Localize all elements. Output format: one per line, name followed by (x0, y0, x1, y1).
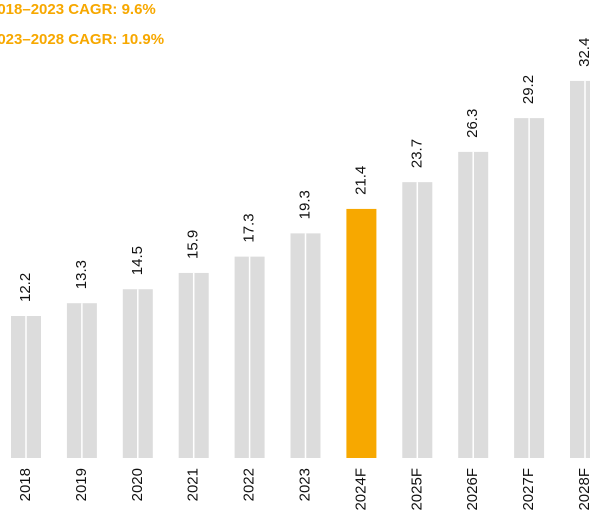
x-tick-label: 2023 (296, 468, 313, 501)
value-label: 12.2 (17, 273, 34, 302)
bar (346, 208, 377, 458)
value-label: 21.4 (352, 166, 369, 195)
bar (570, 80, 590, 458)
x-tick-label: 2020 (129, 468, 146, 501)
annotation: 2018–2023 CAGR: 9.6% (0, 1, 156, 18)
x-tick-label: 2019 (73, 468, 90, 501)
x-tick-label: 2022 (241, 468, 258, 501)
value-label: 23.7 (408, 139, 425, 168)
value-label: 32.4 (576, 38, 590, 67)
value-label: 17.3 (241, 213, 258, 242)
value-label: 13.3 (73, 260, 90, 289)
value-label: 26.3 (464, 109, 481, 138)
x-tick-label: 2028F (576, 468, 590, 511)
value-label: 19.3 (296, 190, 313, 219)
x-tick-label: 2018 (17, 468, 34, 501)
x-tick-label: 2025F (408, 468, 425, 511)
value-label: 15.9 (185, 230, 202, 259)
x-tick-label: 2024F (352, 468, 369, 511)
value-label: 29.2 (520, 75, 537, 104)
x-tick-label: 2021 (185, 468, 202, 501)
x-tick-label: 2026F (464, 468, 481, 511)
value-label: 14.5 (129, 246, 146, 275)
annotation: 2023–2028 CAGR: 10.9% (0, 31, 164, 48)
x-tick-label: 2027F (520, 468, 537, 511)
